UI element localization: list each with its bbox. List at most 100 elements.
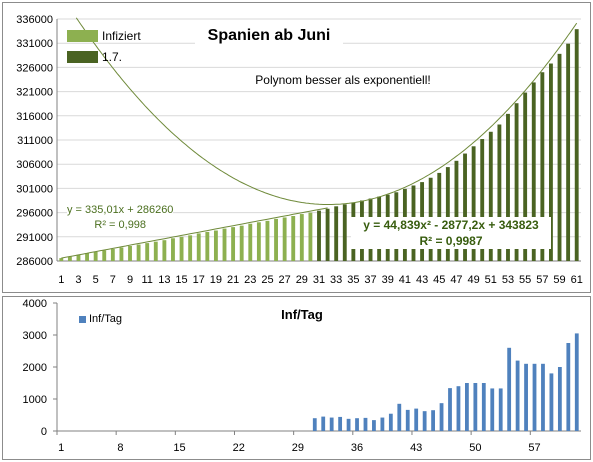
bar-inf-tag	[372, 420, 376, 431]
x-tick-label: 9	[127, 274, 133, 286]
x-tick-label: 59	[553, 274, 565, 286]
legend-swatch-infiziert	[67, 29, 98, 42]
bar-infiziert	[110, 248, 115, 261]
legend-label-inf-tag: Inf/Tag	[89, 313, 123, 325]
bar-inf-tag	[549, 373, 554, 431]
bar-inf-tag	[439, 403, 444, 431]
y-tick-label: 311000	[17, 135, 53, 147]
bar-infiziert	[239, 225, 244, 261]
x-tick-label: 33	[330, 274, 342, 286]
bar-infiziert	[248, 223, 253, 261]
bar-inf-tag	[321, 416, 326, 431]
bar-inf-tag	[338, 416, 343, 431]
bar-inf-tag	[397, 403, 402, 431]
bar-july	[557, 53, 562, 262]
x-tick-label: 29	[292, 442, 304, 454]
y-tick-label: 316000	[16, 111, 53, 123]
bar-july	[540, 72, 545, 262]
bar-infiziert	[282, 217, 287, 261]
x-tick-label: 57	[536, 274, 548, 286]
x-tick-label: 43	[410, 442, 422, 454]
bar-july	[549, 63, 553, 261]
x-tick-label: 19	[210, 274, 222, 286]
x-tick-label: 7	[110, 274, 116, 286]
x-tick-label: 1	[58, 274, 64, 286]
bar-inf-tag	[312, 418, 317, 431]
bar-inf-tag	[557, 367, 562, 431]
trendline-r2-linear: R² = 0,998	[94, 219, 147, 231]
x-tick-label: 23	[244, 274, 256, 286]
y-tick-label: 2000	[23, 362, 47, 374]
y-tick-label: 0	[41, 426, 47, 438]
bar-infiziert	[102, 250, 107, 261]
x-tick-label: 37	[364, 274, 376, 286]
x-tick-label: 8	[117, 442, 123, 454]
chart-title-cumulative: Spanien ab Juni	[195, 23, 343, 49]
legend-label-infiziert: Infiziert	[102, 28, 141, 43]
bar-infiziert	[136, 244, 141, 261]
y-tick-label: 306000	[16, 159, 53, 171]
x-tick-label: 43	[416, 274, 428, 286]
x-tick-label: 61	[571, 274, 583, 286]
legend-label-july: 1.7.	[102, 49, 123, 64]
x-tick-label: 49	[467, 274, 479, 286]
bar-july	[325, 208, 330, 261]
x-tick-label: 21	[227, 274, 239, 286]
trendline-label-poly: y = 44,839x² - 2877,2x + 343823 R² = 0,9…	[351, 217, 551, 249]
legend-item-infiziert: Infiziert	[67, 25, 141, 46]
x-tick-label: 11	[141, 274, 152, 286]
x-tick-label: 50	[469, 442, 481, 454]
bar-july	[480, 139, 485, 261]
bar-inf-tag	[456, 386, 461, 431]
x-tick-label: 55	[519, 274, 531, 286]
bar-july	[566, 43, 571, 262]
bar-july	[531, 82, 536, 262]
bar-inf-tag	[355, 418, 359, 431]
bar-infiziert	[179, 236, 184, 261]
bar-inf-tag	[465, 383, 469, 431]
bar-infiziert	[308, 212, 313, 261]
bar-infiziert	[274, 218, 278, 261]
x-tick-label: 13	[158, 274, 170, 286]
bar-july	[317, 210, 321, 261]
bar-inf-tag	[380, 417, 385, 431]
bar-infiziert	[171, 238, 175, 261]
bar-inf-tag	[490, 388, 495, 431]
bar-inf-tag	[346, 418, 351, 431]
legend-swatch-july	[67, 50, 98, 63]
y-tick-label: 291000	[16, 232, 53, 244]
bar-july	[454, 160, 459, 261]
trendline-r2-poly: R² = 0,9987	[419, 234, 483, 248]
legend-item-july: 1.7.	[67, 46, 141, 67]
chart-subtitle: Polynom besser als exponentiell!	[255, 73, 431, 87]
x-tick-label: 41	[399, 274, 411, 286]
bar-july	[342, 204, 347, 261]
bar-july	[497, 124, 502, 262]
y-tick-label: 1000	[23, 394, 47, 406]
legend-daily: Inf/Tag	[79, 313, 122, 325]
chart-panel-daily: 0 1000 2000 3000 4000 1 8 15 22 29 36 43 50 57 Inf/Ta…	[2, 296, 591, 460]
bar-inf-tag	[481, 383, 486, 431]
x-tick-label: 35	[347, 274, 359, 286]
bar-infiziert	[162, 240, 167, 261]
x-tick-label: 5	[93, 274, 99, 286]
y-tick-label: 336000	[16, 14, 53, 26]
bar-inf-tag	[566, 343, 571, 431]
bar-infiziert	[85, 253, 89, 261]
y-tick-label: 286000	[16, 256, 53, 268]
bar-infiziert	[222, 228, 227, 261]
bar-july	[514, 103, 519, 261]
bar-infiziert	[67, 256, 72, 261]
legend-swatch-inf-tag	[79, 315, 86, 323]
bar-inf-tag	[532, 363, 537, 431]
bar-july	[471, 146, 476, 261]
y-tick-label: 4000	[23, 298, 47, 310]
y-tick-label: 331000	[16, 38, 53, 50]
x-tick-label: 47	[450, 274, 462, 286]
bar-inf-tag	[498, 388, 503, 431]
x-tick-label: 1	[58, 442, 64, 454]
x-tick-label: 15	[173, 442, 185, 454]
bar-infiziert	[265, 220, 270, 261]
x-tick-label: 31	[313, 274, 325, 286]
x-tick-label: 25	[261, 274, 273, 286]
